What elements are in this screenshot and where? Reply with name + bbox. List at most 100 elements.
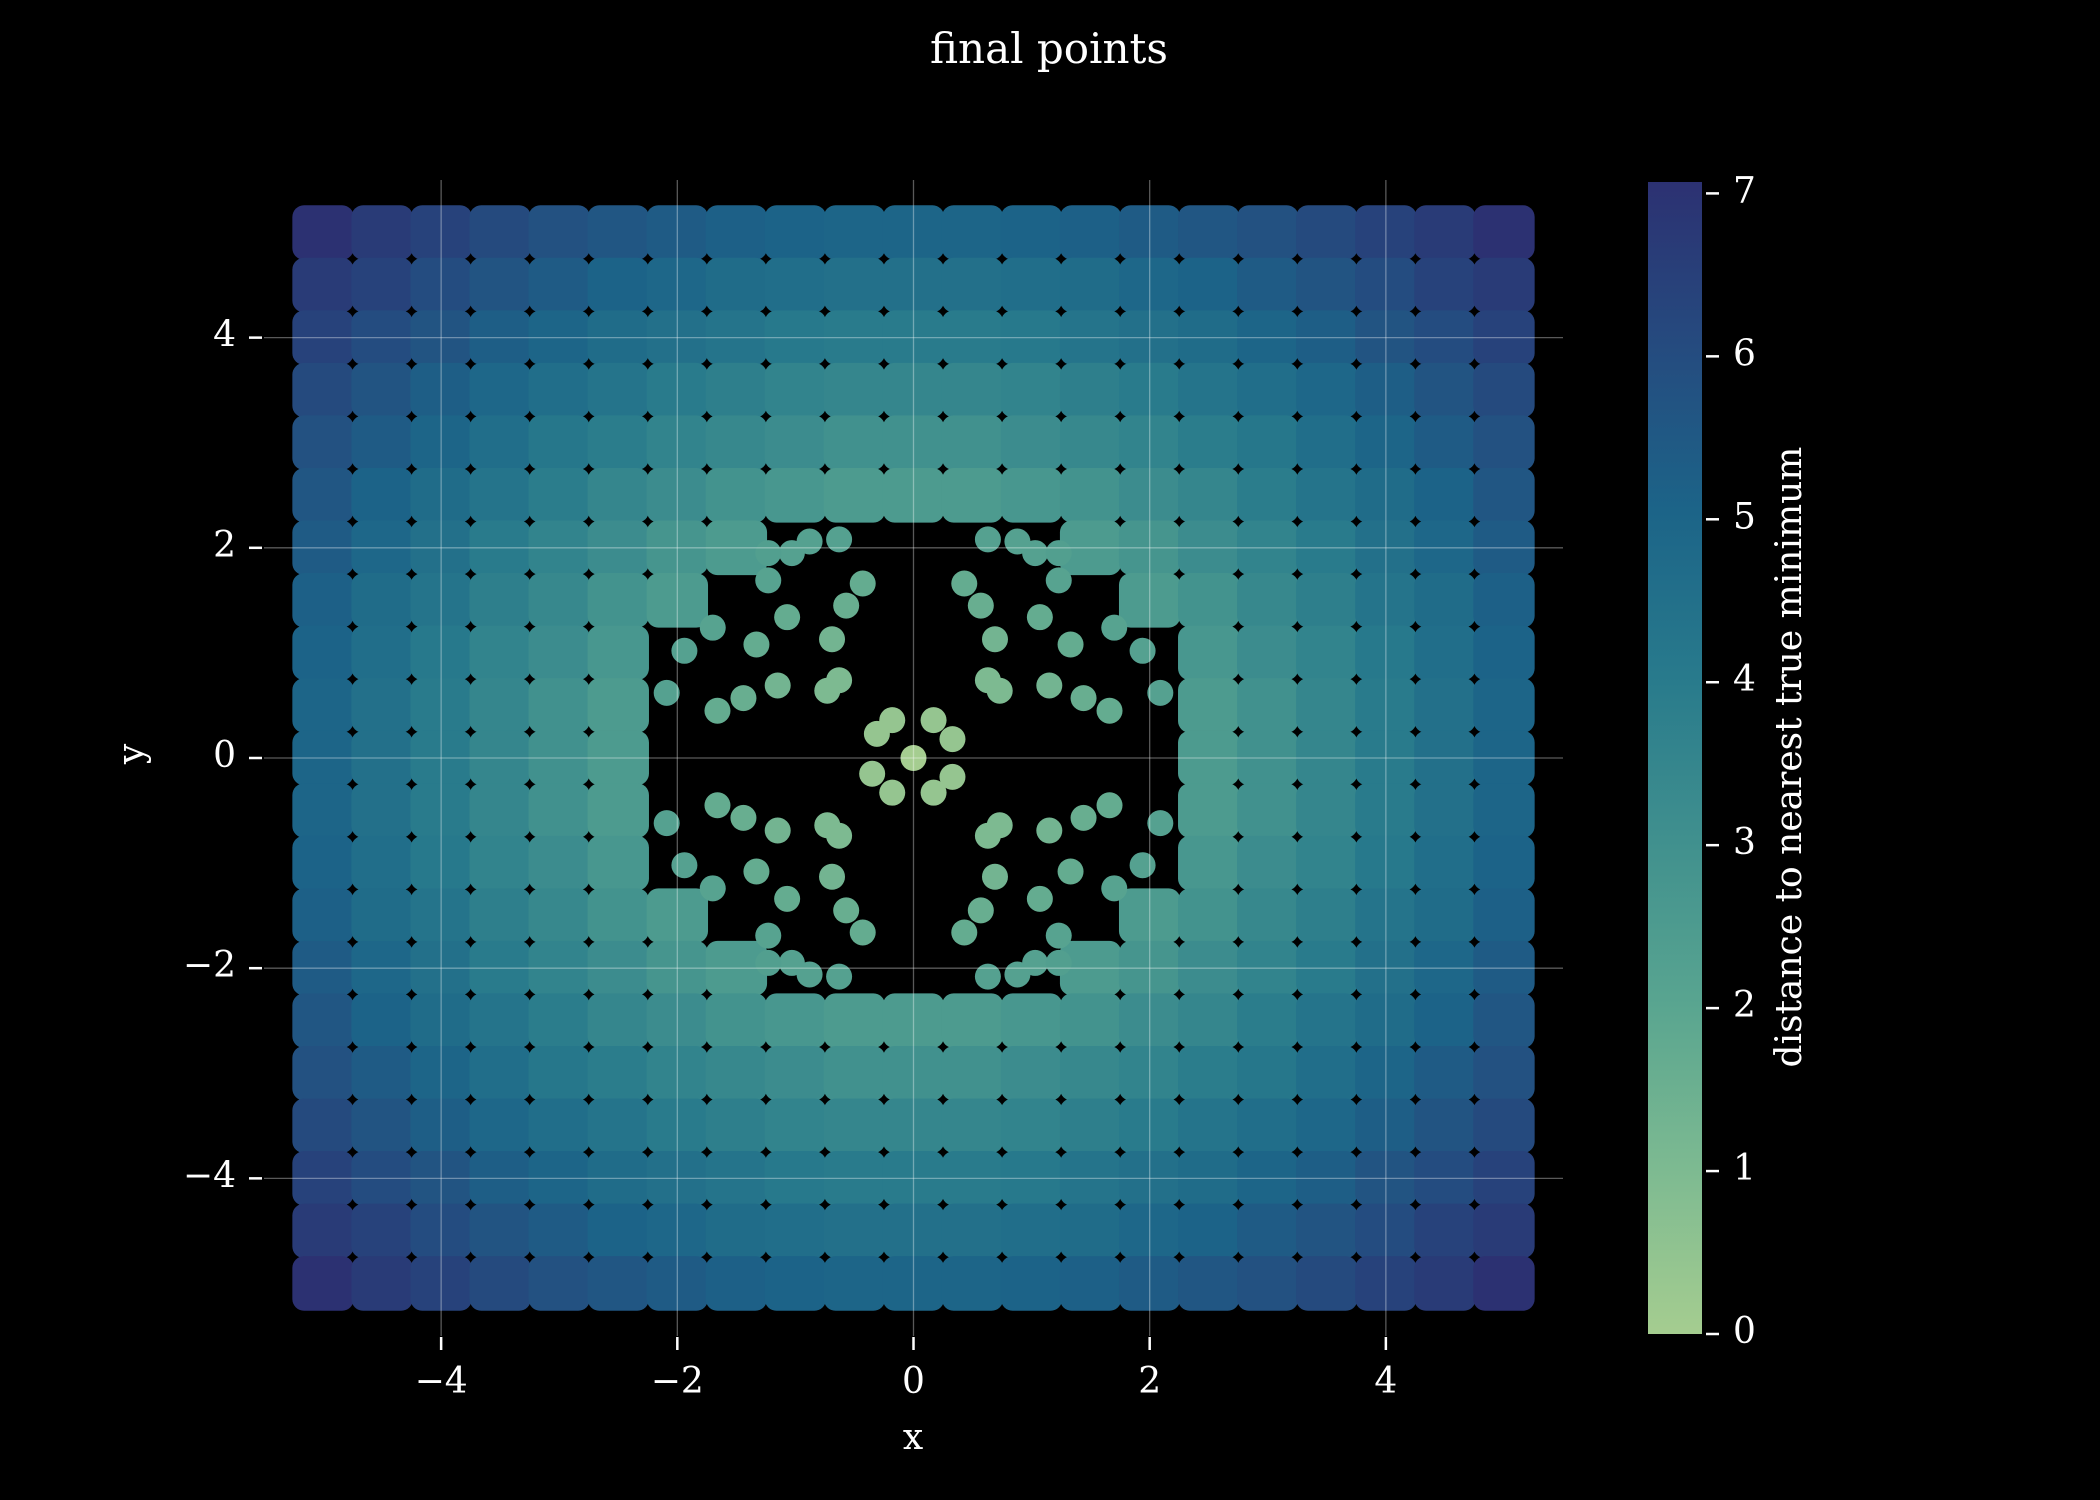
field-point: [410, 730, 472, 786]
field-point: [1237, 362, 1299, 418]
point: [671, 852, 698, 879]
y-axis-label: y: [111, 743, 152, 765]
field-point: [587, 1098, 649, 1154]
colorbar-tick-label: 1: [1733, 1148, 1756, 1189]
field-point: [1237, 1256, 1299, 1311]
field-point: [1237, 310, 1299, 365]
field-point: [1355, 467, 1417, 523]
field-point: [823, 467, 886, 523]
field-point: [1237, 1045, 1299, 1101]
field-point: [469, 625, 531, 681]
field-point: [469, 783, 531, 838]
field-point: [646, 1098, 709, 1154]
colorbar-tick-label: 7: [1733, 170, 1756, 211]
field-point: [351, 1256, 413, 1311]
field-point: [1118, 573, 1181, 628]
colorbar-tick-label: 0: [1733, 1311, 1756, 1352]
field-point: [292, 1151, 354, 1206]
field-point: [528, 888, 590, 943]
x-tick-label: −2: [651, 1361, 704, 1402]
field-point: [528, 1098, 590, 1154]
field-point: [528, 362, 590, 418]
field-point: [1000, 1151, 1063, 1206]
point: [863, 720, 890, 747]
field-point: [469, 205, 531, 260]
field-point: [528, 783, 590, 838]
field-point: [1178, 520, 1240, 576]
point: [1147, 679, 1174, 706]
field-point: [823, 1151, 886, 1206]
field-point: [705, 1098, 768, 1154]
point: [1045, 949, 1072, 976]
field-point: [705, 1203, 768, 1259]
field-point: [823, 205, 886, 260]
field-point: [469, 520, 531, 576]
field-point: [1178, 1045, 1240, 1101]
field-point: [1178, 310, 1240, 365]
field-point: [1414, 310, 1476, 365]
field-point: [1237, 730, 1299, 786]
colorbar-tick-label: 2: [1733, 985, 1756, 1026]
field-point: [469, 678, 531, 733]
field-point: [410, 1256, 472, 1311]
field-point: [1059, 467, 1122, 523]
field-point: [764, 415, 827, 471]
field-point: [882, 415, 945, 471]
field-point: [1178, 415, 1240, 471]
field-point: [1296, 835, 1358, 891]
field-point: [1296, 1151, 1358, 1206]
field-point: [705, 310, 768, 365]
field-point: [1178, 1256, 1240, 1311]
field-point: [764, 1045, 827, 1101]
field-point: [1473, 940, 1535, 996]
field-point: [1059, 205, 1122, 260]
field-point: [1237, 940, 1299, 996]
field-point: [469, 467, 531, 523]
point: [1045, 922, 1072, 949]
field-point: [1059, 1098, 1122, 1154]
field-point: [764, 1256, 827, 1311]
field-point: [1059, 520, 1122, 576]
field-point: [1059, 310, 1122, 365]
field-point: [410, 1098, 472, 1154]
field-point: [1296, 1098, 1358, 1154]
point: [974, 963, 1001, 990]
point: [981, 863, 1008, 890]
y-tick-label: 2: [213, 525, 236, 566]
field-point: [587, 257, 649, 313]
field-point: [469, 1098, 531, 1154]
point: [1026, 604, 1053, 631]
field-point: [1000, 310, 1063, 365]
field-point: [1178, 730, 1240, 786]
field-point: [469, 1045, 531, 1101]
field-point: [1473, 362, 1535, 418]
field-point: [764, 310, 827, 365]
field-point: [351, 415, 413, 471]
field-point: [292, 835, 354, 891]
field-point: [292, 993, 354, 1049]
field-point: [705, 1151, 768, 1206]
field-point: [1473, 415, 1535, 471]
field-point: [941, 257, 1004, 313]
field-point: [528, 205, 590, 260]
field-point: [1178, 1098, 1240, 1154]
field-point: [1178, 678, 1240, 733]
field-point: [1355, 1203, 1417, 1259]
field-point: [410, 310, 472, 365]
field-point: [292, 415, 354, 471]
field-layer: [292, 205, 1535, 1311]
field-point: [410, 678, 472, 733]
field-point: [292, 625, 354, 681]
field-point: [587, 1203, 649, 1259]
point: [699, 614, 726, 641]
field-point: [1296, 678, 1358, 733]
field-point: [1059, 940, 1122, 996]
field-point: [705, 257, 768, 313]
field-point: [528, 467, 590, 523]
field-point: [823, 1098, 886, 1154]
field-point: [1414, 1098, 1476, 1154]
field-point: [1296, 205, 1358, 260]
field-point: [587, 415, 649, 471]
field-point: [1473, 783, 1535, 838]
field-point: [587, 940, 649, 996]
